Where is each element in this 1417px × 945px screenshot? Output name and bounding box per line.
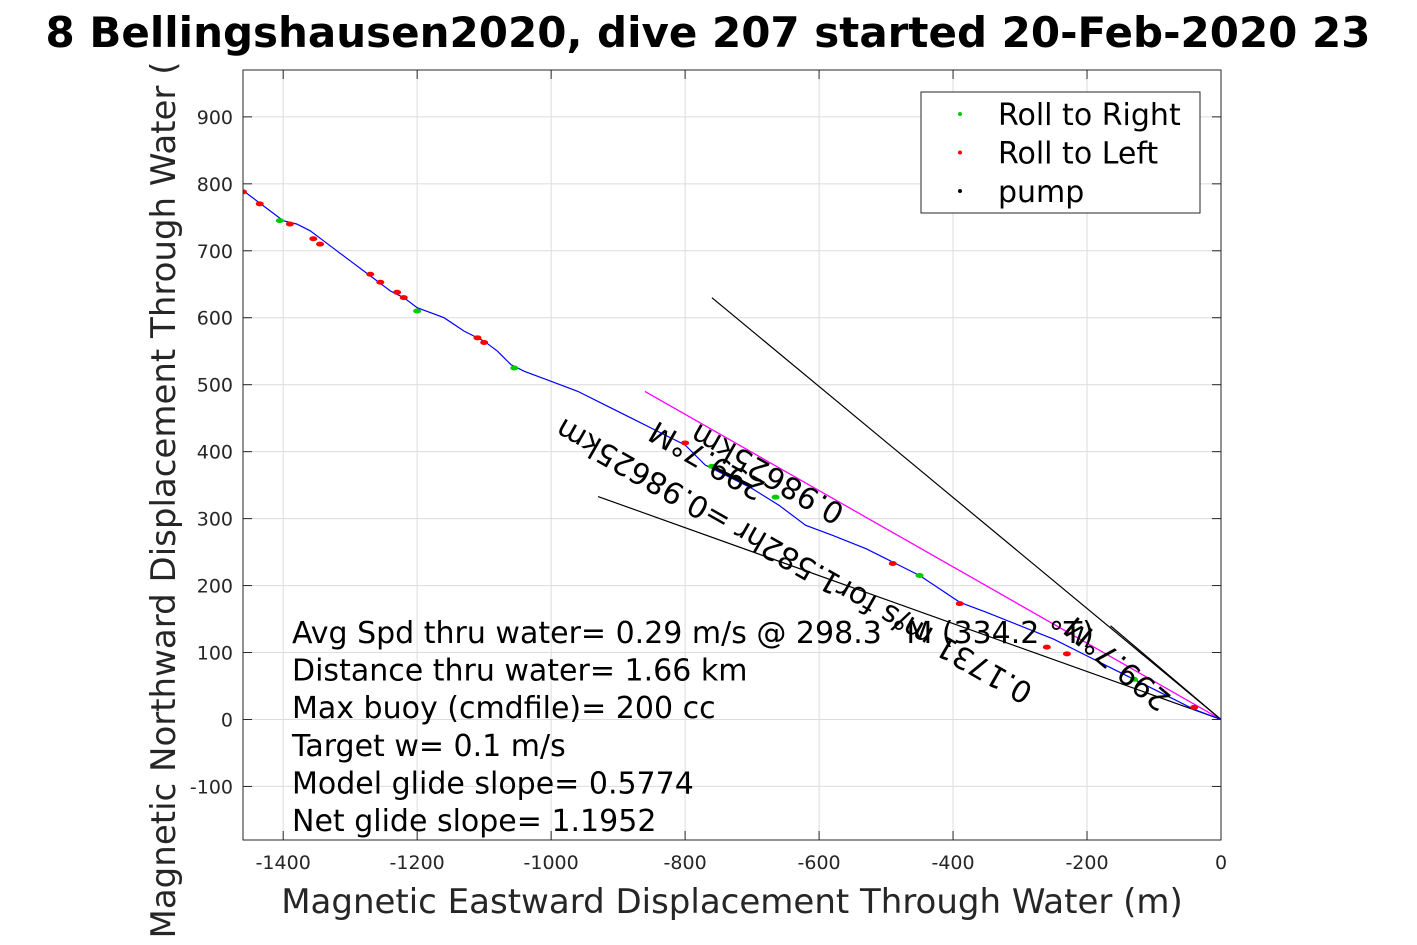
legend-entry: pump xyxy=(998,175,1084,210)
roll-left-point xyxy=(309,236,318,242)
y-tick-label: 700 xyxy=(197,241,233,263)
stats-line: Net glide slope= 1.1952 xyxy=(292,804,656,839)
roll-left-point xyxy=(393,289,402,295)
y-tick-label: 0 xyxy=(221,709,233,731)
stats-line: Avg Spd thru water= 0.29 m/s @ 298.3 °M … xyxy=(292,616,1094,651)
roll-left-point xyxy=(1042,644,1051,650)
roll-left-point xyxy=(376,279,385,285)
x-tick-label: -400 xyxy=(931,852,974,874)
legend-entry: Roll to Left xyxy=(998,137,1158,172)
x-tick-label: -1200 xyxy=(390,852,445,874)
roll-right-point xyxy=(510,365,519,371)
chart-title: 8 Bellingshausen2020, dive 207 started 2… xyxy=(46,8,1371,57)
roll-left-point xyxy=(243,189,247,195)
stats-block: Avg Spd thru water= 0.29 m/s @ 298.3 °M … xyxy=(291,616,1094,839)
y-tick-label: 400 xyxy=(197,442,233,464)
track-line xyxy=(243,190,1221,721)
roll-right-point xyxy=(915,573,924,579)
roll-left-point xyxy=(255,201,264,207)
roll-right-point xyxy=(771,494,780,500)
x-tick-label: 0 xyxy=(1215,852,1227,874)
legend-box xyxy=(920,91,1201,214)
y-tick-label: 200 xyxy=(197,576,233,598)
stats-line: Target w= 0.1 m/s xyxy=(291,729,566,764)
y-tick-label: 900 xyxy=(197,107,233,129)
pump-segment xyxy=(711,465,753,488)
x-axis-label: Magnetic Eastward Displacement Through W… xyxy=(281,882,1183,922)
plot-frame xyxy=(242,69,1222,841)
reference-line xyxy=(711,297,1221,720)
legend-marker xyxy=(958,112,962,116)
roll-left-point xyxy=(888,560,897,566)
y-tick-label: -100 xyxy=(190,776,233,798)
y-tick-label: 600 xyxy=(197,308,233,330)
y-tick-label: 800 xyxy=(197,174,233,196)
stats-line: Model glide slope= 0.5774 xyxy=(292,766,694,801)
roll-left-point xyxy=(1190,704,1199,710)
roll-left-point xyxy=(955,601,964,607)
reference-line xyxy=(1110,625,1221,720)
x-tick-label: -1000 xyxy=(524,852,579,874)
ticks: -1400 -1200 -1000 -800 -600 -400 -200 0-1000100… xyxy=(190,70,1227,874)
data-layer xyxy=(243,189,1221,721)
x-tick-label: -600 xyxy=(798,852,841,874)
roll-right-point xyxy=(275,218,284,224)
y-tick-label: 300 xyxy=(197,509,233,531)
legend-marker xyxy=(958,189,962,193)
y-axis-label: Magnetic Northward Displacement Through … xyxy=(144,62,184,939)
roll-left-point xyxy=(285,221,294,227)
legend-marker xyxy=(958,150,962,155)
roll-left-point xyxy=(480,340,489,346)
x-tick-label: -800 xyxy=(664,852,707,874)
roll-left-point xyxy=(1062,651,1071,657)
roll-left-point xyxy=(681,440,690,446)
roll-left-point xyxy=(399,295,408,301)
x-tick-label: -1400 xyxy=(256,852,311,874)
heading-line xyxy=(644,390,1221,721)
roll-left-point xyxy=(473,335,482,341)
roll-right-point xyxy=(707,463,716,469)
stats-line: Distance thru water= 1.66 km xyxy=(292,654,747,689)
x-tick-label: -200 xyxy=(1065,852,1108,874)
y-tick-label: 500 xyxy=(197,375,233,397)
roll-left-point xyxy=(366,271,375,277)
roll-left-point xyxy=(316,241,325,247)
roll-right-point xyxy=(413,308,422,314)
roll-right-point xyxy=(1129,676,1138,682)
reference-line xyxy=(597,495,1221,721)
y-tick-label: 100 xyxy=(197,643,233,665)
stats-line: Max buoy (cmdfile)= 200 cc xyxy=(292,691,716,726)
legend-entry: Roll to Right xyxy=(998,98,1181,133)
